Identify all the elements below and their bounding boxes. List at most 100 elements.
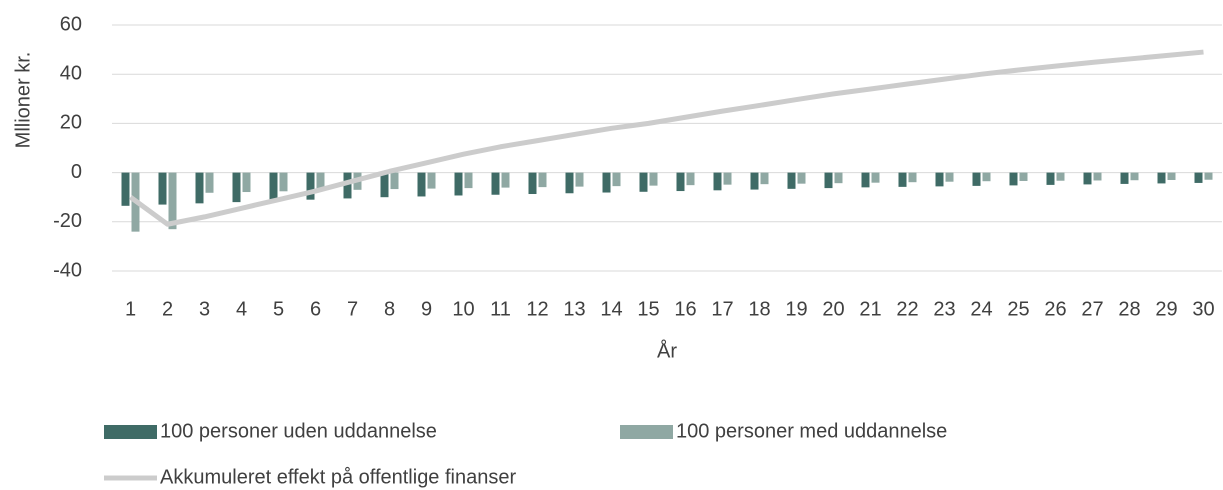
x-tick-label: 23 xyxy=(933,298,955,320)
y-tick-label: 60 xyxy=(60,13,82,35)
bar xyxy=(1157,172,1166,184)
x-tick-label: 25 xyxy=(1007,298,1029,320)
bar xyxy=(427,172,436,189)
x-tick-label: 27 xyxy=(1081,298,1103,320)
bar xyxy=(316,172,325,191)
bar xyxy=(1204,172,1213,180)
bar xyxy=(713,172,722,191)
bar xyxy=(168,172,177,230)
x-tick-label: 3 xyxy=(199,298,210,320)
y-tick-label: -20 xyxy=(53,210,82,232)
bar xyxy=(649,172,658,186)
x-tick-label: 8 xyxy=(384,298,395,320)
x-tick-label: 10 xyxy=(452,298,474,320)
x-tick-label: 4 xyxy=(236,298,247,320)
x-tick-label: 20 xyxy=(822,298,844,320)
x-tick-label: 19 xyxy=(785,298,807,320)
bar xyxy=(602,172,611,193)
x-tick-label: 16 xyxy=(674,298,696,320)
bar xyxy=(575,172,584,187)
y-tick-label: 20 xyxy=(60,112,82,134)
bar xyxy=(871,172,880,183)
bar xyxy=(797,172,806,184)
bar xyxy=(454,172,463,196)
x-tick-label: 7 xyxy=(347,298,358,320)
x-tick-label: 9 xyxy=(421,298,432,320)
x-tick-label: 11 xyxy=(490,298,511,320)
bar xyxy=(1056,172,1065,181)
bar xyxy=(528,172,537,195)
bar xyxy=(982,172,991,182)
y-axis-title: Mllioner kr. xyxy=(12,52,34,149)
legend-label: 100 personer med uddannelse xyxy=(676,420,947,442)
bar xyxy=(750,172,759,190)
x-axis-title: År xyxy=(657,339,677,362)
x-tick-label: 29 xyxy=(1155,298,1177,320)
bar xyxy=(205,172,214,193)
bar xyxy=(1093,172,1102,181)
x-tick-label: 15 xyxy=(637,298,659,320)
bar xyxy=(390,172,399,190)
bar xyxy=(676,172,685,192)
bar xyxy=(898,172,907,187)
bar xyxy=(121,172,130,206)
bar xyxy=(1167,172,1176,180)
bar xyxy=(972,172,981,186)
y-tick-label: 0 xyxy=(71,161,82,183)
bar xyxy=(1083,172,1092,185)
bar xyxy=(723,172,732,185)
legend-label: Akkumuleret effekt på offentlige finanse… xyxy=(160,466,516,488)
bar xyxy=(945,172,954,182)
bar xyxy=(935,172,944,187)
bar xyxy=(760,172,769,185)
bar xyxy=(491,172,500,195)
bar xyxy=(380,172,389,198)
bar xyxy=(1009,172,1018,186)
bar xyxy=(417,172,426,197)
bar xyxy=(501,172,510,188)
x-tick-label: 26 xyxy=(1044,298,1066,320)
bar xyxy=(269,172,278,201)
x-tick-label: 24 xyxy=(970,298,992,320)
bar xyxy=(686,172,695,186)
bar xyxy=(787,172,796,189)
bar xyxy=(538,172,547,188)
x-tick-label: 12 xyxy=(526,298,548,320)
x-tick-label: 13 xyxy=(563,298,585,320)
bar xyxy=(343,172,352,199)
x-tick-label: 1 xyxy=(125,298,136,320)
bar xyxy=(565,172,574,194)
bar xyxy=(639,172,648,192)
bar xyxy=(834,172,843,184)
x-tick-label: 18 xyxy=(748,298,770,320)
legend-swatch xyxy=(620,425,673,439)
x-tick-label: 14 xyxy=(600,298,622,320)
x-tick-label: 22 xyxy=(896,298,918,320)
x-tick-label: 17 xyxy=(711,298,733,320)
bar xyxy=(232,172,241,203)
x-tick-label: 5 xyxy=(273,298,284,320)
bar xyxy=(1194,172,1203,183)
y-tick-label: -40 xyxy=(53,259,82,281)
bar xyxy=(242,172,251,193)
legend-label: 100 personer uden uddannelse xyxy=(160,420,437,442)
bar xyxy=(195,172,204,204)
x-tick-label: 2 xyxy=(162,298,173,320)
bar xyxy=(306,172,315,200)
y-tick-label: 40 xyxy=(60,62,82,84)
bar xyxy=(1019,172,1028,181)
bar xyxy=(1130,172,1139,181)
bar xyxy=(1046,172,1055,185)
bar xyxy=(612,172,621,187)
legend-swatch xyxy=(104,425,157,439)
bar xyxy=(1120,172,1129,184)
x-tick-label: 21 xyxy=(859,298,881,320)
x-tick-label: 6 xyxy=(310,298,321,320)
line xyxy=(129,49,1204,227)
bar xyxy=(158,172,167,205)
bar xyxy=(464,172,473,189)
bar xyxy=(824,172,833,189)
x-tick-label: 30 xyxy=(1192,298,1214,320)
x-tick-label: 28 xyxy=(1118,298,1140,320)
